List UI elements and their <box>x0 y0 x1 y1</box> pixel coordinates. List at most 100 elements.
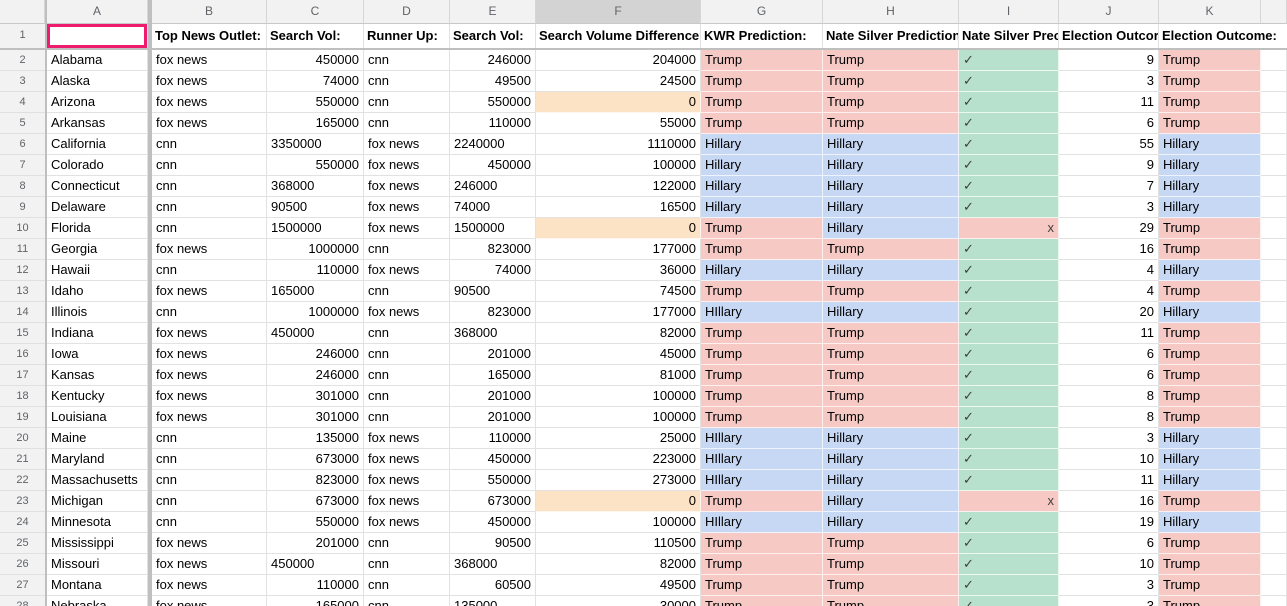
cell-nate-silver-prediction[interactable]: Hillary <box>823 155 959 176</box>
cell-nate-silver-prediction[interactable]: Trump <box>823 281 959 302</box>
cell-election-outcome[interactable]: Trump <box>1159 218 1261 239</box>
cell-nate-silver-prediction[interactable]: Trump <box>823 554 959 575</box>
cell-election-outcome[interactable]: Hillary <box>1159 302 1261 323</box>
cell-state[interactable]: Illinois <box>47 302 148 323</box>
cell-runner-search-vol[interactable]: 165000 <box>450 365 536 386</box>
cell-runner-up[interactable]: cnn <box>364 239 450 260</box>
cell-election-outcome[interactable]: Trump <box>1159 50 1261 71</box>
cell-runner-search-vol[interactable]: 450000 <box>450 512 536 533</box>
cell-nate-silver-prediction[interactable]: Hillary <box>823 302 959 323</box>
cell-runner-search-vol[interactable]: 450000 <box>450 449 536 470</box>
cell-prediction-correct-check-icon[interactable]: ✓ <box>959 92 1059 113</box>
cell-kwr-prediction[interactable]: HIllary <box>701 302 823 323</box>
cell-state[interactable]: Arizona <box>47 92 148 113</box>
cell-kwr-prediction[interactable]: Trump <box>701 92 823 113</box>
row-header-19[interactable]: 19 <box>0 407 45 428</box>
cell-top-search-vol[interactable]: 165000 <box>267 113 364 134</box>
cell-top-outlet[interactable]: fox news <box>152 323 267 344</box>
cell-electoral-votes[interactable]: 3 <box>1059 596 1159 606</box>
cell-state[interactable]: Hawaii <box>47 260 148 281</box>
cell-kwr-prediction[interactable]: HIllary <box>701 470 823 491</box>
cell-prediction-correct-check-icon[interactable]: ✓ <box>959 71 1059 92</box>
column-header-E[interactable]: E <box>450 0 536 24</box>
cell-runner-up[interactable]: cnn <box>364 554 450 575</box>
cell-electoral-votes[interactable]: 16 <box>1059 239 1159 260</box>
cell-electoral-votes[interactable]: 8 <box>1059 386 1159 407</box>
cell-prediction-correct-check-icon[interactable]: ✓ <box>959 344 1059 365</box>
cell-prediction-correct-check-icon[interactable]: ✓ <box>959 449 1059 470</box>
cell-nate-silver-prediction[interactable]: Hillary <box>823 260 959 281</box>
row-header-18[interactable]: 18 <box>0 386 45 407</box>
cell-election-outcome[interactable]: Hillary <box>1159 155 1261 176</box>
cell-runner-up[interactable]: fox news <box>364 491 450 512</box>
row-header-11[interactable]: 11 <box>0 239 45 260</box>
cell-nate-silver-prediction[interactable]: Trump <box>823 386 959 407</box>
cell-nate-silver-prediction[interactable]: Trump <box>823 50 959 71</box>
cell-election-outcome[interactable]: Hillary <box>1159 449 1261 470</box>
cell-top-outlet[interactable]: cnn <box>152 470 267 491</box>
cell-kwr-prediction[interactable]: Trump <box>701 596 823 606</box>
cell-runner-up[interactable]: cnn <box>364 386 450 407</box>
cell-election-outcome[interactable]: Trump <box>1159 239 1261 260</box>
cell-runner-search-vol[interactable]: 2240000 <box>450 134 536 155</box>
cell-election-outcome[interactable]: Trump <box>1159 533 1261 554</box>
cell-top-search-vol[interactable]: 301000 <box>267 386 364 407</box>
row-header-28[interactable]: 28 <box>0 596 45 606</box>
cell-top-outlet[interactable]: cnn <box>152 260 267 281</box>
cell-election-outcome[interactable]: Hillary <box>1159 134 1261 155</box>
cell-state[interactable]: Minnesota <box>47 512 148 533</box>
cell-kwr-prediction[interactable]: Trump <box>701 323 823 344</box>
cell-election-outcome[interactable]: Trump <box>1159 491 1261 512</box>
row-header-6[interactable]: 6 <box>0 134 45 155</box>
cell-empty[interactable] <box>1261 533 1287 554</box>
cell-runner-search-vol[interactable]: 673000 <box>450 491 536 512</box>
cell-state[interactable]: Georgia <box>47 239 148 260</box>
row-header-5[interactable]: 5 <box>0 113 45 134</box>
cell-top-search-vol[interactable]: 673000 <box>267 491 364 512</box>
cell-top-outlet[interactable]: fox news <box>152 344 267 365</box>
cell-kwr-prediction[interactable]: Trump <box>701 386 823 407</box>
cell-empty[interactable] <box>1261 281 1287 302</box>
cell-electoral-votes[interactable]: 11 <box>1059 323 1159 344</box>
row-header-2[interactable]: 2 <box>0 50 45 71</box>
cell-state[interactable]: Alaska <box>47 71 148 92</box>
cell-search-vol-difference[interactable]: 55000 <box>536 113 701 134</box>
cell-top-outlet[interactable]: fox news <box>152 50 267 71</box>
cell-state[interactable]: Louisiana <box>47 407 148 428</box>
column-header-K[interactable]: K <box>1159 0 1261 24</box>
cell-empty[interactable] <box>1261 92 1287 113</box>
cell-election-outcome[interactable]: Trump <box>1159 596 1261 606</box>
cell-electoral-votes[interactable]: 3 <box>1059 197 1159 218</box>
cell-top-outlet[interactable]: cnn <box>152 428 267 449</box>
cell-empty[interactable] <box>1261 239 1287 260</box>
cell-prediction-correct-check-icon[interactable]: ✓ <box>959 470 1059 491</box>
cell-kwr-prediction[interactable]: Trump <box>701 533 823 554</box>
cell-top-outlet[interactable]: fox news <box>152 113 267 134</box>
cell-prediction-correct-check-icon[interactable]: ✓ <box>959 428 1059 449</box>
header-cell-D[interactable]: Runner Up: <box>364 24 450 48</box>
cell-state[interactable]: Connecticut <box>47 176 148 197</box>
cell-top-search-vol[interactable]: 246000 <box>267 344 364 365</box>
cell-runner-search-vol[interactable]: 246000 <box>450 176 536 197</box>
cell-runner-search-vol[interactable]: 823000 <box>450 239 536 260</box>
cell-state[interactable]: Massachusetts <box>47 470 148 491</box>
cell-electoral-votes[interactable]: 20 <box>1059 302 1159 323</box>
column-header-A[interactable]: A <box>47 0 148 24</box>
cell-runner-search-vol[interactable]: 550000 <box>450 92 536 113</box>
cell-state[interactable]: Florida <box>47 218 148 239</box>
cell-state[interactable]: Maryland <box>47 449 148 470</box>
cell-top-search-vol[interactable]: 673000 <box>267 449 364 470</box>
cell-state[interactable]: Kentucky <box>47 386 148 407</box>
cell-election-outcome[interactable]: Trump <box>1159 281 1261 302</box>
cell-nate-silver-prediction[interactable]: Hillary <box>823 134 959 155</box>
cell-state[interactable]: Iowa <box>47 344 148 365</box>
cell-empty[interactable] <box>1261 365 1287 386</box>
cell-kwr-prediction[interactable]: Trump <box>701 554 823 575</box>
cell-electoral-votes[interactable]: 6 <box>1059 344 1159 365</box>
header-cell-F[interactable]: Search Volume Difference: <box>536 24 701 48</box>
cell-runner-search-vol[interactable]: 74000 <box>450 197 536 218</box>
cell-runner-up[interactable]: fox news <box>364 302 450 323</box>
cell-empty[interactable] <box>1261 71 1287 92</box>
cell-search-vol-difference[interactable]: 100000 <box>536 155 701 176</box>
row-header-4[interactable]: 4 <box>0 92 45 113</box>
